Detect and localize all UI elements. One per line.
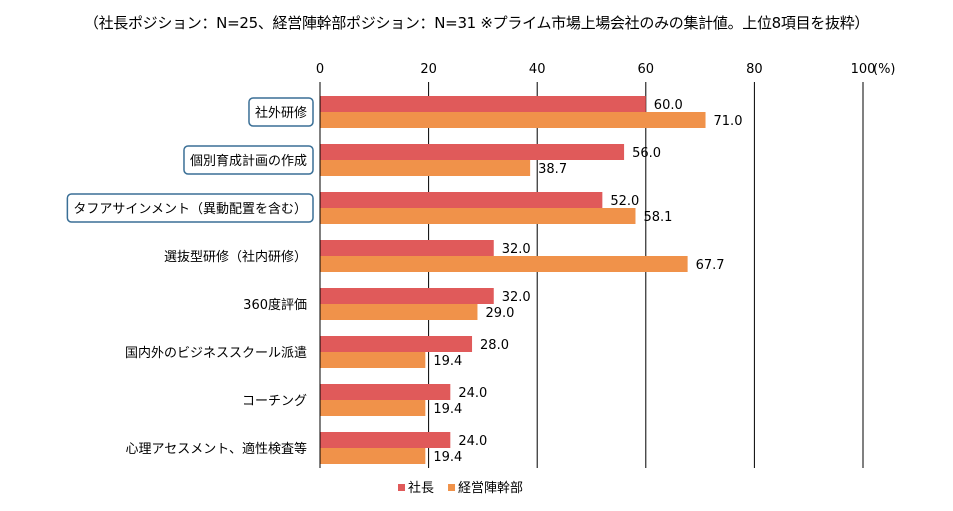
data-label: 29.0: [485, 306, 514, 321]
category-label: 社外研修: [255, 105, 307, 121]
category-highlight-box: [66, 193, 314, 223]
data-label: 52.0: [610, 194, 639, 209]
bar-executive: [320, 448, 426, 464]
bar-executive: [320, 400, 426, 416]
category-label: タフアサインメント（異動配置を含む）: [73, 201, 307, 217]
legend-label: 社長: [408, 480, 434, 496]
x-tick-label: 40: [529, 62, 546, 77]
category-highlight-box: [248, 97, 314, 127]
x-tick-label: 60: [638, 62, 655, 77]
bar-president: [320, 192, 603, 208]
legend-swatch: [398, 484, 405, 491]
data-label: 32.0: [502, 290, 531, 305]
x-axis-unit: (%): [873, 62, 896, 77]
category-label: 選抜型研修（社内研修）: [164, 249, 307, 265]
bar-president: [320, 432, 451, 448]
bar-president: [320, 144, 625, 160]
data-label: 24.0: [458, 434, 487, 449]
data-label: 60.0: [654, 98, 683, 113]
data-label: 67.7: [696, 258, 725, 273]
bar-executive: [320, 256, 688, 272]
category-label: 国内外のビジネススクール派遣: [125, 345, 307, 361]
x-tick-label: 80: [746, 62, 763, 77]
bar-president: [320, 96, 646, 112]
legend-swatch: [448, 484, 456, 491]
bar-president: [320, 240, 494, 256]
data-label: 19.4: [433, 402, 462, 417]
category-highlight-box: [183, 145, 314, 175]
data-label: 56.0: [632, 146, 661, 161]
data-label: 19.4: [433, 450, 462, 465]
data-label: 24.0: [458, 386, 487, 401]
x-tick-label: 20: [420, 62, 437, 77]
category-label: 360度評価: [243, 297, 307, 313]
bar-president: [320, 288, 494, 304]
category-label: 個別育成計画の作成: [190, 153, 307, 169]
x-tick-label: 0: [316, 62, 324, 77]
bar-executive: [320, 112, 706, 128]
category-label: コーチング: [242, 394, 307, 409]
legend-label: 経営陣幹部: [458, 480, 523, 496]
data-label: 38.7: [538, 162, 567, 177]
data-label: 19.4: [433, 354, 462, 369]
data-label: 58.1: [643, 210, 672, 225]
bar-president: [320, 336, 473, 352]
x-tick-label: 100: [851, 62, 876, 77]
bar-president: [320, 384, 451, 400]
data-label: 32.0: [502, 242, 531, 257]
bar-executive: [320, 208, 636, 224]
data-label: 28.0: [480, 338, 509, 353]
chart-note: （社長ポジション：N=25、経営陣幹部ポジション：N=31 ※プライム市場上場会…: [83, 14, 870, 32]
data-label: 71.0: [714, 114, 743, 129]
bar-executive: [320, 160, 531, 176]
bar-executive: [320, 352, 426, 368]
category-label: 心理アセスメント、適性検査等: [126, 441, 307, 457]
bar-executive: [320, 304, 478, 320]
